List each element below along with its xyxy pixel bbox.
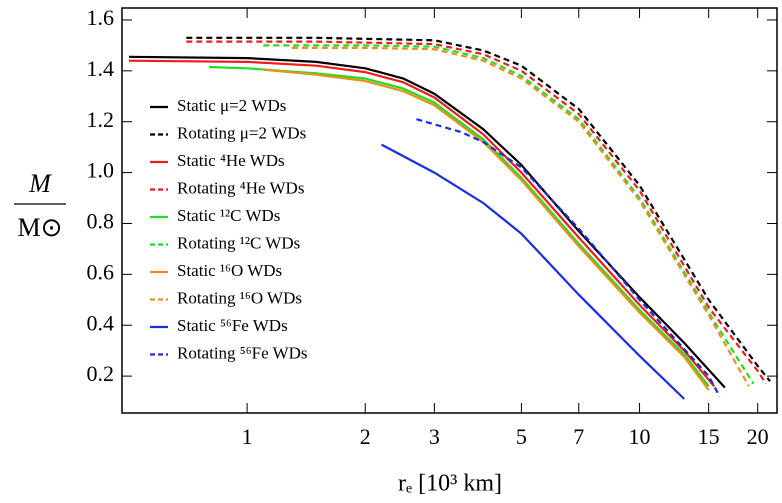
x-tick-label: 3 <box>429 424 440 449</box>
x-tick-label: 20 <box>747 424 769 449</box>
y-axis-label-bottom: M⊙ <box>18 213 63 242</box>
series-line <box>263 68 710 391</box>
series-line <box>186 40 767 385</box>
series-line <box>416 118 721 398</box>
series-line <box>291 46 750 387</box>
legend-label: Static ⁴He WDs <box>177 151 285 170</box>
x-tick-label: 10 <box>629 424 651 449</box>
legend-label: Static ¹²C WDs <box>177 206 280 225</box>
legend-label: Rotating ⁵⁶Fe WDs <box>177 343 308 362</box>
legend-label: Rotating ¹⁶O WDs <box>177 288 302 307</box>
series-line <box>128 55 726 389</box>
legend-label: Rotating ¹²C WDs <box>177 233 300 252</box>
y-tick-label: 1.4 <box>87 56 115 81</box>
x-tick-label: 5 <box>516 424 527 449</box>
legend-label: Rotating ⁴He WDs <box>177 178 304 197</box>
legend-label: Static μ=2 WDs <box>177 96 286 115</box>
x-tick-label: 1 <box>242 424 253 449</box>
series-line <box>380 143 686 400</box>
y-tick-label: 1.0 <box>87 158 115 183</box>
y-tick-label: 1.2 <box>87 107 115 132</box>
y-tick-label: 1.6 <box>87 5 115 30</box>
x-tick-label: 15 <box>698 424 720 449</box>
x-tick-label: 7 <box>573 424 584 449</box>
y-tick-label: 0.4 <box>87 310 115 335</box>
y-tick-label: 0.2 <box>87 361 115 386</box>
legend-label: Static ⁵⁶Fe WDs <box>177 316 288 335</box>
series-line <box>186 36 771 382</box>
y-tick-label: 0.8 <box>87 209 115 234</box>
y-tick-label: 0.6 <box>87 259 115 284</box>
x-axis-label: rₑ [10³ km] <box>398 471 502 497</box>
series-line <box>263 44 755 385</box>
plot-frame <box>121 7 778 414</box>
x-tick-label: 2 <box>360 424 371 449</box>
legend-label: Rotating μ=2 WDs <box>177 123 306 142</box>
legend-label: Static ¹⁶O WDs <box>177 261 282 280</box>
y-axis-label-top: M <box>28 169 52 198</box>
series-line <box>128 59 716 388</box>
